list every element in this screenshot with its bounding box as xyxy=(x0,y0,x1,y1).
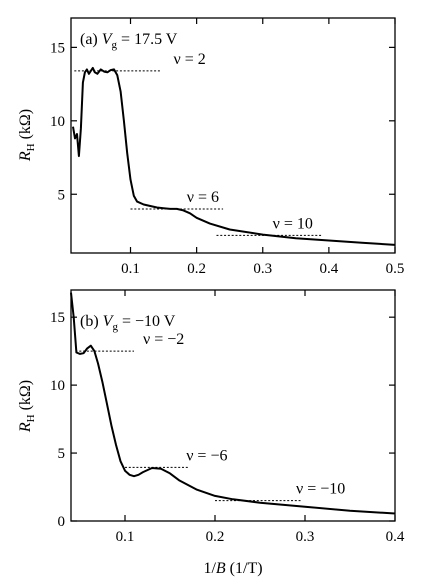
y-tick-label: 15 xyxy=(50,40,65,56)
y-tick-label: 5 xyxy=(58,446,66,462)
panel-b-ylabel: RH (kΩ) xyxy=(17,380,37,433)
x-tick-label: 0.4 xyxy=(386,529,405,545)
x-tick-label: 0.2 xyxy=(206,529,225,545)
panel-a-plateau-lines xyxy=(74,70,323,236)
panel-b-ticks: 0.1 0.2 0.3 0.4 0 5 10 15 xyxy=(50,290,405,545)
plateau-label: ν = −10 xyxy=(296,481,345,498)
plateau-label: ν = −6 xyxy=(186,447,227,464)
panel-b-xlabel: 1/B (1/T) xyxy=(203,560,262,577)
y-tick-label: 15 xyxy=(50,310,65,326)
plateau-label: ν = 6 xyxy=(187,189,219,206)
y-tick-label: 10 xyxy=(50,378,65,394)
panel-a-label: (a) Vg = 17.5 V xyxy=(80,31,178,51)
plateau-label: ν = −2 xyxy=(143,331,184,348)
panel-b: 0.1 0.2 0.3 0.4 0 5 10 15 (b) Vg = −10 V ν = −2… xyxy=(17,289,405,577)
plateau-label: ν = 10 xyxy=(273,215,313,232)
panel-b-annotations: ν = −2 ν = −6 ν = −10 xyxy=(143,331,345,497)
x-tick-label: 0.1 xyxy=(116,529,135,545)
x-tick-label: 0.3 xyxy=(296,529,315,545)
panel-b-curve xyxy=(70,292,396,515)
panel-b-frame xyxy=(70,289,396,522)
panel-a-curve xyxy=(72,66,396,246)
y-tick-label: 5 xyxy=(58,187,66,203)
y-tick-label: 10 xyxy=(50,114,65,130)
panel-a-ticks: 0.1 0.2 0.3 0.4 0.5 5 10 15 xyxy=(50,18,404,277)
panel-a-ylabel: RH (kΩ) xyxy=(17,109,37,162)
x-tick-label: 0.3 xyxy=(253,261,272,277)
panel-b-label: (b) Vg = −10 V xyxy=(80,313,176,333)
x-tick-label: 0.4 xyxy=(320,261,339,277)
panel-a: 0.1 0.2 0.3 0.4 0.5 5 10 15 (a) Vg = 17.5 V ν =… xyxy=(17,17,404,277)
panel-b-plateau-lines xyxy=(75,350,301,502)
x-tick-label: 0.5 xyxy=(386,261,405,277)
y-tick-label: 0 xyxy=(58,514,66,530)
x-tick-label: 0.2 xyxy=(187,261,206,277)
panel-a-frame xyxy=(70,17,396,254)
plateau-label: ν = 2 xyxy=(173,51,205,68)
panel-a-annotations: ν = 2 ν = 6 ν = 10 xyxy=(173,51,312,233)
x-tick-label: 0.1 xyxy=(121,261,140,277)
